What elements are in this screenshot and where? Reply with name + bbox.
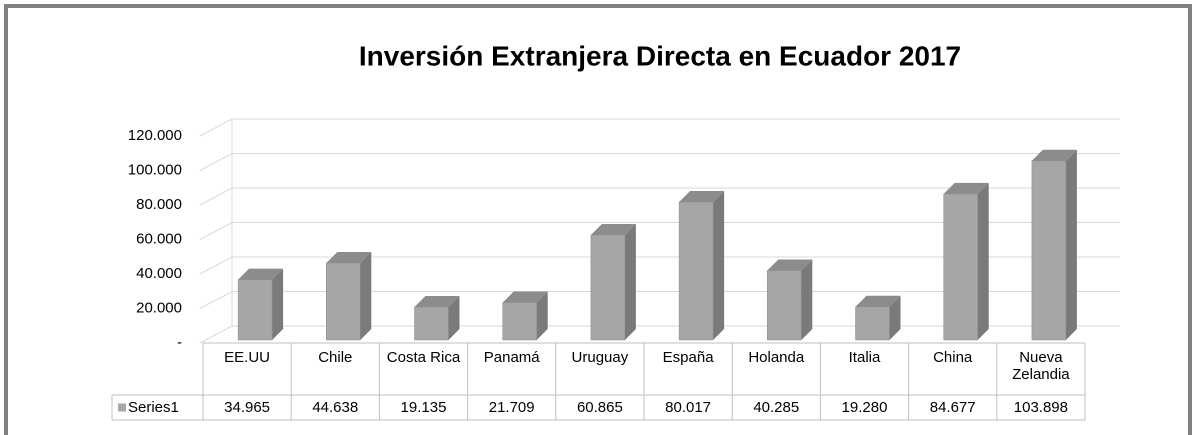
x-tick-label: Chile [318, 349, 353, 366]
legend-swatch [118, 403, 126, 412]
data-label: 44.638 [312, 399, 359, 416]
bar [767, 270, 802, 341]
bar-top [238, 268, 284, 280]
x-tick-label: China [933, 349, 973, 366]
bar [943, 193, 978, 341]
bar-side [360, 251, 372, 340]
bar-side [272, 268, 284, 340]
bar-top [767, 259, 813, 271]
bar-top [502, 291, 548, 303]
data-label: 103.898 [1013, 399, 1068, 416]
bar-top [679, 190, 725, 202]
grid-line [199, 325, 1120, 344]
bar [590, 234, 626, 341]
bar-top [326, 251, 372, 263]
y-tick-label: 60.000 [136, 230, 182, 247]
grid-line [199, 222, 1120, 240]
x-tick-label: EE.UU [224, 349, 271, 366]
x-tick-label: Italia [848, 349, 881, 366]
bar-side [448, 295, 460, 340]
bar-top [1031, 149, 1077, 161]
y-tick-label: 120.000 [128, 127, 182, 144]
data-label: 80.017 [665, 399, 712, 416]
bar-side [889, 295, 901, 340]
bar-side [536, 291, 548, 340]
data-label: 21.709 [488, 399, 535, 416]
legend-label: Series1 [128, 399, 179, 416]
data-label: 34.965 [224, 399, 271, 416]
data-label: 60.865 [576, 399, 623, 416]
x-tick-label: Uruguay [571, 349, 629, 366]
x-tick-label: España [662, 349, 714, 366]
bar [1031, 160, 1067, 341]
x-tick-label: Holanda [748, 349, 805, 366]
grid-line [199, 187, 1120, 206]
bar [502, 302, 537, 341]
bar [326, 262, 361, 341]
grid-line [199, 291, 1120, 309]
y-tick-label: 80.000 [136, 196, 182, 213]
data-label: 84.677 [929, 399, 976, 416]
bar-top [855, 295, 901, 307]
data-label: 19.280 [841, 399, 888, 416]
bar [855, 306, 890, 341]
grid-line [199, 153, 1120, 171]
chart-title: Inversión Extranjera Directa en Ecuador … [359, 40, 961, 71]
bar-side [801, 259, 813, 340]
bar-side [977, 182, 989, 340]
bar [237, 279, 273, 341]
bar [678, 201, 714, 341]
bar [414, 306, 449, 341]
bar-top [590, 224, 636, 236]
bar-top [943, 182, 989, 194]
bar-side [624, 224, 636, 340]
grid-line [199, 256, 1120, 275]
y-tick-label: 20.000 [136, 299, 182, 316]
grid-line [199, 118, 1120, 137]
bar-top [414, 295, 460, 307]
data-label: 19.135 [400, 399, 447, 416]
bar-side [713, 190, 725, 340]
bar-side [1065, 149, 1077, 340]
x-tick-label: Costa Rica [386, 349, 461, 366]
x-tick-label: Nueva Zelandia [1012, 349, 1070, 383]
y-tick-label: 40.000 [136, 265, 182, 282]
data-label: 40.285 [753, 399, 800, 416]
frame [4, 4, 1192, 435]
y-tick-label: 100.000 [128, 161, 182, 178]
y-tick-label: - [177, 334, 182, 351]
x-tick-label: Panamá [483, 349, 540, 366]
